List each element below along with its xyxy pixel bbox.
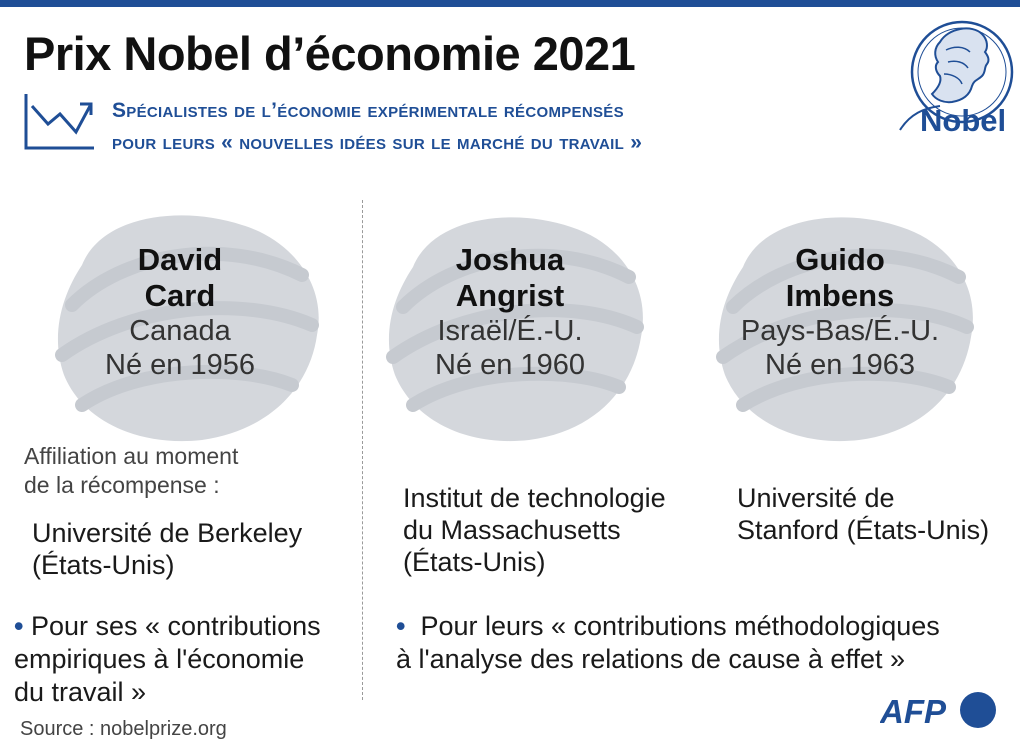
affiliation-label-line-1: Affiliation au moment bbox=[24, 443, 239, 469]
laureate-card: Joshua Angrist Israël/É.-U. Né en 1960 bbox=[380, 242, 640, 382]
laureate-last-name: Angrist bbox=[455, 278, 565, 313]
nobel-medal-logo bbox=[899, 20, 1014, 131]
source-note: Source : nobelprize.org bbox=[20, 718, 227, 740]
affiliation-line: (États-Unis) bbox=[403, 547, 546, 577]
affiliation-line: Stanford (États-Unis) bbox=[737, 515, 990, 545]
subtitle-line-2: pour leurs « nouvelles idées sur le marc… bbox=[112, 131, 643, 154]
trend-chart-icon bbox=[24, 94, 94, 150]
page-title: Prix Nobel d’économie 2021 bbox=[24, 27, 636, 80]
laureate-affiliation: Université de Berkeley (États-Unis) bbox=[32, 517, 302, 581]
bullet-dot: • bbox=[396, 611, 406, 641]
affiliation-line: du Massachusetts bbox=[403, 515, 621, 545]
affiliation-label-line-2: de la récompense : bbox=[24, 472, 220, 498]
afp-logo-text: AFP bbox=[880, 693, 947, 730]
afp-logo: AFP bbox=[880, 692, 996, 730]
top-accent-bar bbox=[0, 0, 1020, 7]
citation-left: • Pour ses « contributions empiriques à … bbox=[14, 610, 321, 709]
laureate-country: Pays-Bas/É.-U. bbox=[740, 315, 940, 347]
laureate-country: Canada bbox=[129, 315, 231, 347]
laureate-last-name: Imbens bbox=[785, 278, 895, 313]
affiliation-label: Affiliation au moment de la récompense : bbox=[24, 442, 238, 500]
citation-line: Pour leurs « contributions méthodologiqu… bbox=[420, 611, 940, 641]
citation-line: du travail » bbox=[14, 677, 147, 707]
laureate-birth-year: Né en 1960 bbox=[435, 349, 585, 381]
laureate-card: David Card Canada Né en 1956 bbox=[50, 242, 310, 382]
citation-line: empiriques à l'économie bbox=[14, 644, 305, 674]
affiliation-line: (États-Unis) bbox=[32, 550, 175, 580]
laureate-last-name: Card bbox=[144, 278, 216, 313]
subtitle: Spécialistes de l’économie expérimentale… bbox=[112, 95, 642, 159]
portrait-placeholder-blob bbox=[386, 217, 644, 442]
citation-right: • Pour leurs « contributions méthodologi… bbox=[396, 610, 940, 676]
affiliation-line: Université de bbox=[737, 483, 895, 513]
laureate-affiliation: Institut de technologie du Massachusetts… bbox=[403, 482, 666, 578]
subtitle-line-1: Spécialistes de l’économie expérimentale… bbox=[112, 99, 624, 122]
laureate-first-name: Guido bbox=[795, 242, 885, 277]
laureate-birth-year: Né en 1963 bbox=[765, 349, 915, 381]
nobel-logo-text: Nobel bbox=[920, 103, 1007, 138]
affiliation-line: Institut de technologie bbox=[403, 483, 666, 513]
portrait-placeholder-blob bbox=[55, 215, 319, 442]
citation-line: à l'analyse des relations de cause à eff… bbox=[396, 644, 905, 674]
laureate-card: Guido Imbens Pays-Bas/É.-U. Né en 1963 bbox=[710, 242, 970, 382]
laureate-first-name: Joshua bbox=[455, 242, 565, 277]
laureate-first-name: David bbox=[137, 242, 223, 277]
affiliation-line: Université de Berkeley bbox=[32, 518, 303, 548]
bullet-dot: • bbox=[14, 611, 24, 641]
laureate-country: Israël/É.-U. bbox=[437, 315, 583, 347]
citation-line: Pour ses « contributions bbox=[30, 611, 321, 641]
laureate-birth-year: Né en 1956 bbox=[105, 349, 255, 381]
portrait-placeholder-blob bbox=[716, 217, 974, 442]
laureate-affiliation: Université de Stanford (États-Unis) bbox=[737, 482, 989, 546]
column-divider bbox=[362, 200, 363, 700]
